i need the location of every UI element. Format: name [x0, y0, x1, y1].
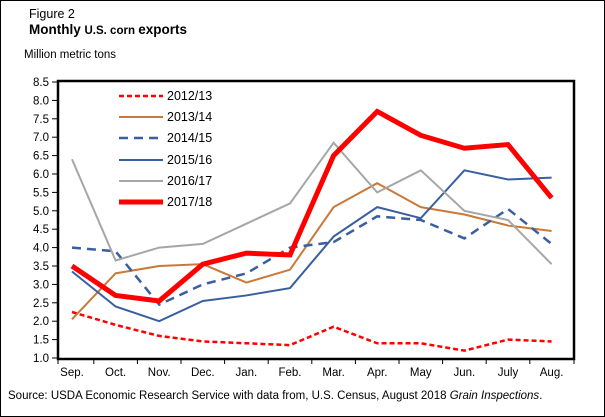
- legend-label: 2014/15: [167, 131, 213, 146]
- x-axis-tick-label: Aug.: [540, 367, 564, 379]
- x-axis-tick-label: Nov.: [148, 367, 171, 379]
- legend-item-2013-14: 2013/14: [118, 106, 212, 127]
- y-axis-tick-label: 7.5: [33, 114, 49, 126]
- y-axis-tick-label: 7.0: [33, 132, 49, 144]
- legend-line-sample: [119, 199, 163, 205]
- chart-title-part1: Monthly: [29, 22, 85, 37]
- legend-item-2014-15: 2014/15: [118, 128, 212, 149]
- series-line-2017-18: [70, 108, 554, 304]
- y-axis-tick-label: 5.0: [33, 206, 49, 218]
- x-axis-tick-label: Jan.: [236, 367, 258, 379]
- chart-title-part2: U.S. corn: [84, 25, 139, 37]
- legend-label: 2015/16: [167, 152, 213, 167]
- x-axis-tick-label: Jun.: [454, 367, 476, 379]
- series-line-2013-14: [71, 182, 552, 321]
- legend-item-2016-17: 2016/17: [118, 170, 212, 191]
- y-axis-tick-label: 2.5: [33, 298, 49, 310]
- series-line-2016-17: [71, 141, 553, 265]
- chart-legend: 2012/13 2013/14 2014/15 2015/16 2016/17 2017/…: [118, 85, 212, 213]
- chart-title: Monthly U.S. corn exports: [29, 22, 187, 37]
- x-axis-tick-label: Sep.: [60, 367, 84, 379]
- y-axis-units-label: Million metric tons: [24, 49, 117, 61]
- series-line-2014-15: [71, 207, 553, 307]
- y-axis-tick-label: 8.0: [33, 95, 49, 107]
- legend-item-2012-13: 2012/13: [118, 85, 212, 106]
- y-axis-tick-label: 1.5: [33, 335, 49, 347]
- legend-label: 2013/14: [167, 109, 213, 124]
- x-axis-tick-label: Apr.: [367, 367, 387, 379]
- y-axis-tick-label: 1.0: [33, 353, 49, 365]
- figure-label: Figure 2: [29, 7, 75, 21]
- legend-line-sample: [119, 136, 163, 140]
- plot-frame: [56, 79, 576, 361]
- source-note: Source: USDA Economic Research Service w…: [8, 390, 542, 402]
- legend-label: 2017/18: [167, 195, 213, 210]
- y-axis-tick-label: 3.5: [33, 261, 49, 273]
- x-axis-tick-label: May: [410, 367, 432, 379]
- source-publication: Grain Inspections: [449, 390, 540, 402]
- source-period: .: [539, 390, 543, 402]
- y-axis-tick-label: 2.0: [33, 316, 49, 328]
- legend-line-sample: [119, 115, 163, 118]
- series-line-2012-13: [71, 310, 552, 352]
- y-axis-tick-label: 4.0: [33, 243, 49, 255]
- legend-item-2015-16: 2015/16: [118, 149, 212, 170]
- x-axis-tick-label: Mar.: [322, 367, 344, 379]
- x-axis-tick-label: July: [498, 367, 519, 379]
- legend-label: 2012/13: [167, 88, 213, 103]
- x-axis-tick-label: Feb.: [278, 367, 301, 379]
- legend-item-2017-18: 2017/18: [118, 191, 212, 212]
- legend-line-sample: [119, 94, 163, 97]
- y-axis-tick-label: 4.5: [33, 224, 49, 236]
- legend-line-sample: [119, 158, 163, 161]
- y-axis-tick-label: 6.0: [33, 169, 49, 181]
- y-axis-tick-label: 6.5: [33, 151, 49, 163]
- x-axis-tick-label: Oct.: [105, 367, 126, 379]
- y-axis-tick-label: 8.5: [33, 77, 49, 89]
- series-line-2015-16: [71, 169, 552, 323]
- y-axis-tick-label: 3.0: [33, 279, 49, 291]
- source-text: Source: USDA Economic Research Service w…: [8, 390, 450, 402]
- legend-label: 2016/17: [167, 173, 213, 188]
- legend-line-sample: [119, 179, 163, 182]
- x-axis-tick-label: Dec.: [191, 367, 215, 379]
- y-axis-tick-label: 5.5: [33, 187, 49, 199]
- chart-title-part3: exports: [138, 22, 187, 37]
